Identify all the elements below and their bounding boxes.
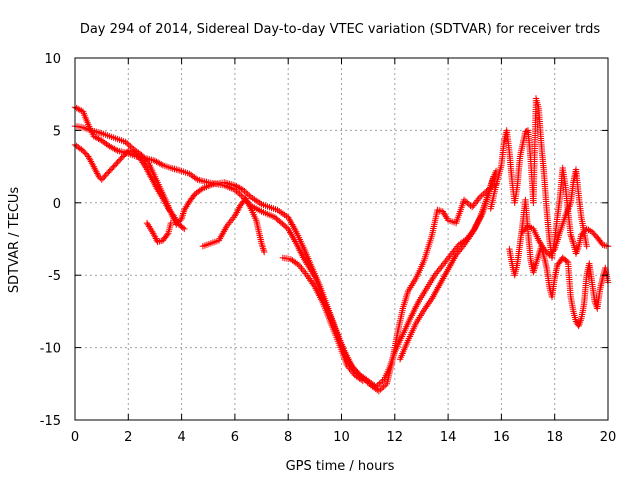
series-track-10 <box>519 166 590 259</box>
y-tick-label: -15 <box>40 414 61 429</box>
series-track-4 <box>143 219 175 246</box>
x-tick-label: 4 <box>177 430 185 445</box>
data-point-markers <box>519 166 590 259</box>
x-tick-label: 18 <box>546 430 563 445</box>
x-axis-title: GPS time / hours <box>286 459 395 474</box>
data-point-markers <box>487 95 612 261</box>
series-track-9 <box>506 196 612 330</box>
y-tick-label: 5 <box>53 124 61 139</box>
data-point-markers <box>71 104 500 395</box>
x-tick-label: 20 <box>600 430 617 445</box>
series-track-8 <box>487 95 612 261</box>
data-point-markers <box>71 122 500 390</box>
y-tick-label: -5 <box>48 269 61 284</box>
series-track-5 <box>199 195 268 256</box>
x-tick-label: 0 <box>71 430 79 445</box>
series-track-2 <box>71 122 500 390</box>
x-tick-label: 6 <box>231 430 239 445</box>
data-point-markers <box>199 195 268 256</box>
series-track-1 <box>71 104 500 395</box>
data-point-markers <box>396 173 497 363</box>
x-tick-label: 14 <box>440 430 457 445</box>
y-tick-label: 0 <box>53 197 61 212</box>
data-point-markers <box>279 254 366 385</box>
y-axis-title: SDTVAR / TECUs <box>7 187 22 294</box>
chart-title: Day 294 of 2014, Sidereal Day-to-day VTE… <box>80 22 601 37</box>
series-track-7 <box>396 173 497 363</box>
x-tick-label: 16 <box>493 430 510 445</box>
axis-ticks: 0 2 4 6 8 10 12 14 16 18 20 -15 -10 -5 0 5 10 <box>40 52 617 445</box>
x-tick-label: 12 <box>387 430 404 445</box>
data-point-markers <box>143 219 175 246</box>
x-tick-label: 8 <box>284 430 292 445</box>
x-tick-label: 10 <box>333 430 350 445</box>
y-tick-label: -10 <box>40 342 61 357</box>
series-track-6 <box>279 254 366 385</box>
x-tick-label: 2 <box>124 430 132 445</box>
y-tick-label: 10 <box>44 52 61 67</box>
data-point-markers <box>506 196 612 330</box>
